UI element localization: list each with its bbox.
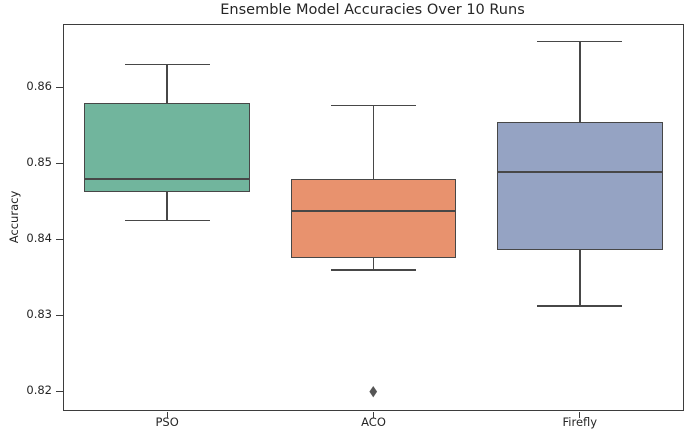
y-tick-label: 0.85 — [26, 154, 52, 169]
y-tick-label: 0.82 — [26, 383, 52, 398]
median-line-pso — [84, 177, 250, 180]
y-tick-label: 0.83 — [26, 307, 52, 322]
whisker-cap-low-aco — [331, 269, 416, 271]
whisker-cap-low-firefly — [537, 305, 623, 307]
whisker-low-pso — [166, 191, 168, 221]
whisker-cap-low-pso — [124, 219, 210, 222]
whisker-high-pso — [166, 64, 168, 103]
whisker-cap-high-firefly — [537, 40, 623, 43]
x-tick-label-aco: ACO — [361, 415, 386, 429]
y-tick-mark — [56, 238, 63, 241]
x-tick-mark-pso — [166, 411, 168, 418]
y-tick-label: 0.86 — [26, 78, 52, 93]
y-tick-label: 0.84 — [26, 231, 52, 246]
x-tick-mark-firefly — [579, 411, 581, 418]
chart-title: Ensemble Model Accuracies Over 10 Runs — [220, 2, 525, 18]
whisker-high-aco — [372, 105, 375, 179]
y-tick-mark — [56, 315, 63, 317]
box-aco — [290, 178, 457, 258]
whisker-cap-high-aco — [331, 104, 416, 107]
plot-area: 0.82 0.83 0.84 0.85 0.86 PSO ACO Firefly — [26, 24, 684, 429]
whisker-low-aco — [372, 257, 375, 270]
median-line-aco — [290, 210, 457, 213]
y-tick-mark — [56, 391, 63, 393]
x-tick-label-pso: PSO — [155, 415, 179, 429]
whisker-cap-high-pso — [124, 63, 210, 66]
whisker-low-firefly — [579, 250, 581, 306]
y-tick-mark — [56, 162, 63, 165]
box-pso — [84, 102, 250, 192]
x-tick-mark-aco — [372, 411, 375, 418]
whisker-high-firefly — [579, 41, 581, 123]
outlier-marker-aco — [369, 386, 378, 398]
median-line-firefly — [497, 170, 663, 173]
box-firefly — [497, 122, 663, 251]
x-tick-label-firefly: Firefly — [562, 415, 598, 429]
y-tick-mark — [56, 86, 63, 89]
